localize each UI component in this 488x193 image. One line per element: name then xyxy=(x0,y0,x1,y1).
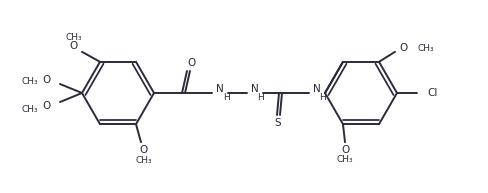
Text: CH₃: CH₃ xyxy=(21,78,38,86)
Text: CH₃: CH₃ xyxy=(416,44,433,53)
Text: N: N xyxy=(216,84,224,94)
Text: N: N xyxy=(251,84,258,94)
Text: O: O xyxy=(139,145,147,155)
Text: O: O xyxy=(70,41,78,51)
Text: O: O xyxy=(42,101,51,111)
Text: CH₃: CH₃ xyxy=(65,33,82,42)
Text: O: O xyxy=(399,43,407,53)
Text: N: N xyxy=(312,84,320,94)
Text: O: O xyxy=(42,75,51,85)
Text: H: H xyxy=(257,92,264,102)
Text: Cl: Cl xyxy=(426,88,436,98)
Text: H: H xyxy=(319,92,325,102)
Text: S: S xyxy=(274,118,281,128)
Text: O: O xyxy=(340,145,348,155)
Text: CH₃: CH₃ xyxy=(21,106,38,114)
Text: CH₃: CH₃ xyxy=(135,156,152,165)
Text: H: H xyxy=(222,92,229,102)
Text: O: O xyxy=(186,58,195,68)
Text: CH₃: CH₃ xyxy=(336,155,353,164)
